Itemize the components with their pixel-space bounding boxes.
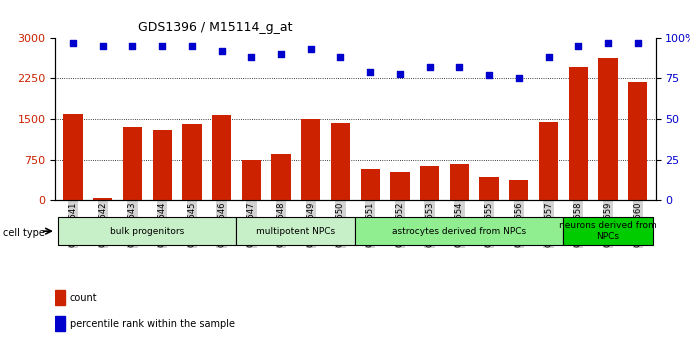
Bar (123, 127, 142, 200)
Bar (361, 169, 380, 200)
Text: neurons derived from
NPCs: neurons derived from NPCs (559, 221, 657, 241)
Bar (241, 159, 261, 200)
Bar (55, 316, 65, 332)
Bar (450, 165, 469, 200)
Point (543, 55, 554, 60)
Point (395, 71, 406, 76)
Bar (271, 154, 290, 200)
Point (246, 55, 257, 60)
Point (127, 43, 138, 49)
Bar (480, 177, 499, 200)
Bar (182, 125, 201, 200)
Point (275, 51, 286, 57)
FancyBboxPatch shape (563, 217, 653, 245)
Point (68, 40, 79, 46)
Point (454, 65, 465, 70)
Bar (539, 122, 558, 200)
Bar (509, 179, 529, 200)
Bar (301, 119, 320, 200)
Text: count: count (70, 293, 97, 303)
Point (335, 55, 346, 60)
Point (365, 69, 376, 75)
Bar (152, 130, 172, 200)
Bar (420, 166, 440, 200)
Bar (569, 67, 588, 200)
Text: astrocytes derived from NPCs: astrocytes derived from NPCs (393, 227, 526, 236)
Point (186, 43, 197, 49)
Bar (212, 115, 231, 200)
Point (305, 47, 316, 52)
Point (573, 43, 584, 49)
FancyBboxPatch shape (237, 217, 355, 245)
Bar (55, 289, 65, 305)
Bar (391, 172, 410, 200)
Point (157, 43, 168, 49)
Point (216, 48, 227, 54)
Point (484, 72, 495, 78)
Text: percentile rank within the sample: percentile rank within the sample (70, 319, 235, 329)
Point (602, 40, 613, 46)
FancyBboxPatch shape (355, 217, 563, 245)
Point (97, 43, 108, 49)
Point (424, 65, 435, 70)
Text: bulk progenitors: bulk progenitors (110, 227, 184, 236)
Text: multipotent NPCs: multipotent NPCs (257, 227, 335, 236)
Bar (331, 123, 350, 200)
FancyBboxPatch shape (58, 217, 237, 245)
Point (513, 76, 524, 81)
Bar (598, 59, 618, 200)
Point (632, 40, 643, 46)
Text: cell type: cell type (3, 228, 46, 238)
Text: GDS1396 / M15114_g_at: GDS1396 / M15114_g_at (138, 21, 293, 34)
Bar (628, 82, 647, 200)
Bar (63, 114, 83, 200)
Bar (93, 198, 112, 200)
